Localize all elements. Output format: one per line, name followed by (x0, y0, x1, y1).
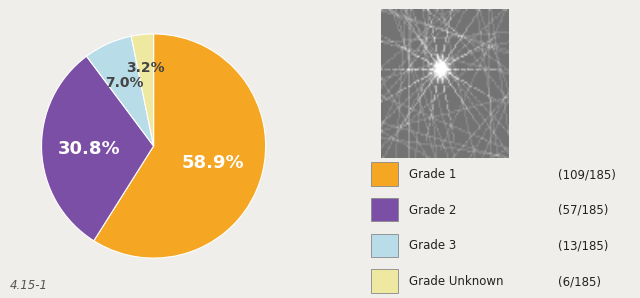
Text: 3.2%: 3.2% (126, 61, 164, 75)
Bar (371, 269, 398, 293)
Bar (371, 162, 398, 186)
Text: 7.0%: 7.0% (106, 76, 144, 90)
Wedge shape (86, 36, 154, 146)
Text: Grade 3: Grade 3 (409, 239, 456, 252)
Bar (371, 198, 398, 221)
Text: 4.15-1: 4.15-1 (10, 279, 47, 292)
Text: 58.9%: 58.9% (182, 154, 244, 172)
Wedge shape (94, 34, 266, 258)
Text: (109/185): (109/185) (558, 168, 616, 181)
Text: (57/185): (57/185) (558, 204, 609, 217)
Text: (13/185): (13/185) (558, 239, 609, 252)
Text: 30.8%: 30.8% (58, 140, 120, 158)
Text: Grade 1: Grade 1 (409, 168, 456, 181)
Wedge shape (42, 56, 154, 241)
Bar (371, 234, 398, 257)
Text: Grade 2: Grade 2 (409, 204, 456, 217)
Wedge shape (131, 34, 154, 146)
Text: (6/185): (6/185) (558, 275, 602, 288)
Text: Grade Unknown: Grade Unknown (409, 275, 503, 288)
